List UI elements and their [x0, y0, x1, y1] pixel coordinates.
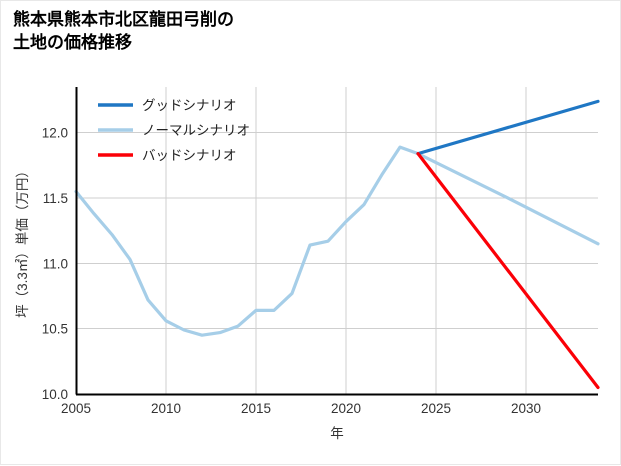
x-tick-label-2: 2015 [241, 401, 271, 416]
y-tick-label-2: 11.0 [43, 256, 68, 271]
y-tick-label-0: 10.0 [42, 387, 68, 402]
x-tick-labels: 2005 2010 2015 2020 2025 2030 [61, 401, 541, 416]
y-tick-label-4: 12.0 [42, 126, 68, 141]
series-line-0 [416, 99, 600, 156]
series-line-2 [416, 152, 600, 390]
x-tick-label-3: 2020 [331, 401, 361, 416]
legend-label-2: バッドシナリオ [142, 148, 237, 163]
x-axis-title: 年 [330, 426, 344, 441]
y-tick-label-1: 10.5 [42, 322, 68, 337]
y-tick-label-3: 11.5 [43, 191, 68, 206]
x-tick-label-0: 2005 [61, 401, 91, 416]
y-tick-labels: 10.0 10.5 11.0 11.5 12.0 [42, 126, 68, 402]
legend-label-1: ノーマルシナリオ [142, 123, 250, 138]
chart-title: 熊本県熊本市北区龍田弓削の 土地の価格推移 [13, 10, 234, 52]
legend-label-0: グッドシナリオ [142, 98, 237, 113]
x-tick-label-1: 2010 [151, 401, 181, 416]
x-tick-label-5: 2030 [511, 401, 541, 416]
gridlines [76, 87, 598, 395]
series-line-1 [74, 145, 600, 337]
axis-spines [75, 87, 598, 396]
x-tick-label-4: 2025 [421, 401, 451, 416]
y-axis-title: 坪（3.3㎡）単価（万円） [15, 164, 30, 318]
series-lines [74, 99, 600, 390]
